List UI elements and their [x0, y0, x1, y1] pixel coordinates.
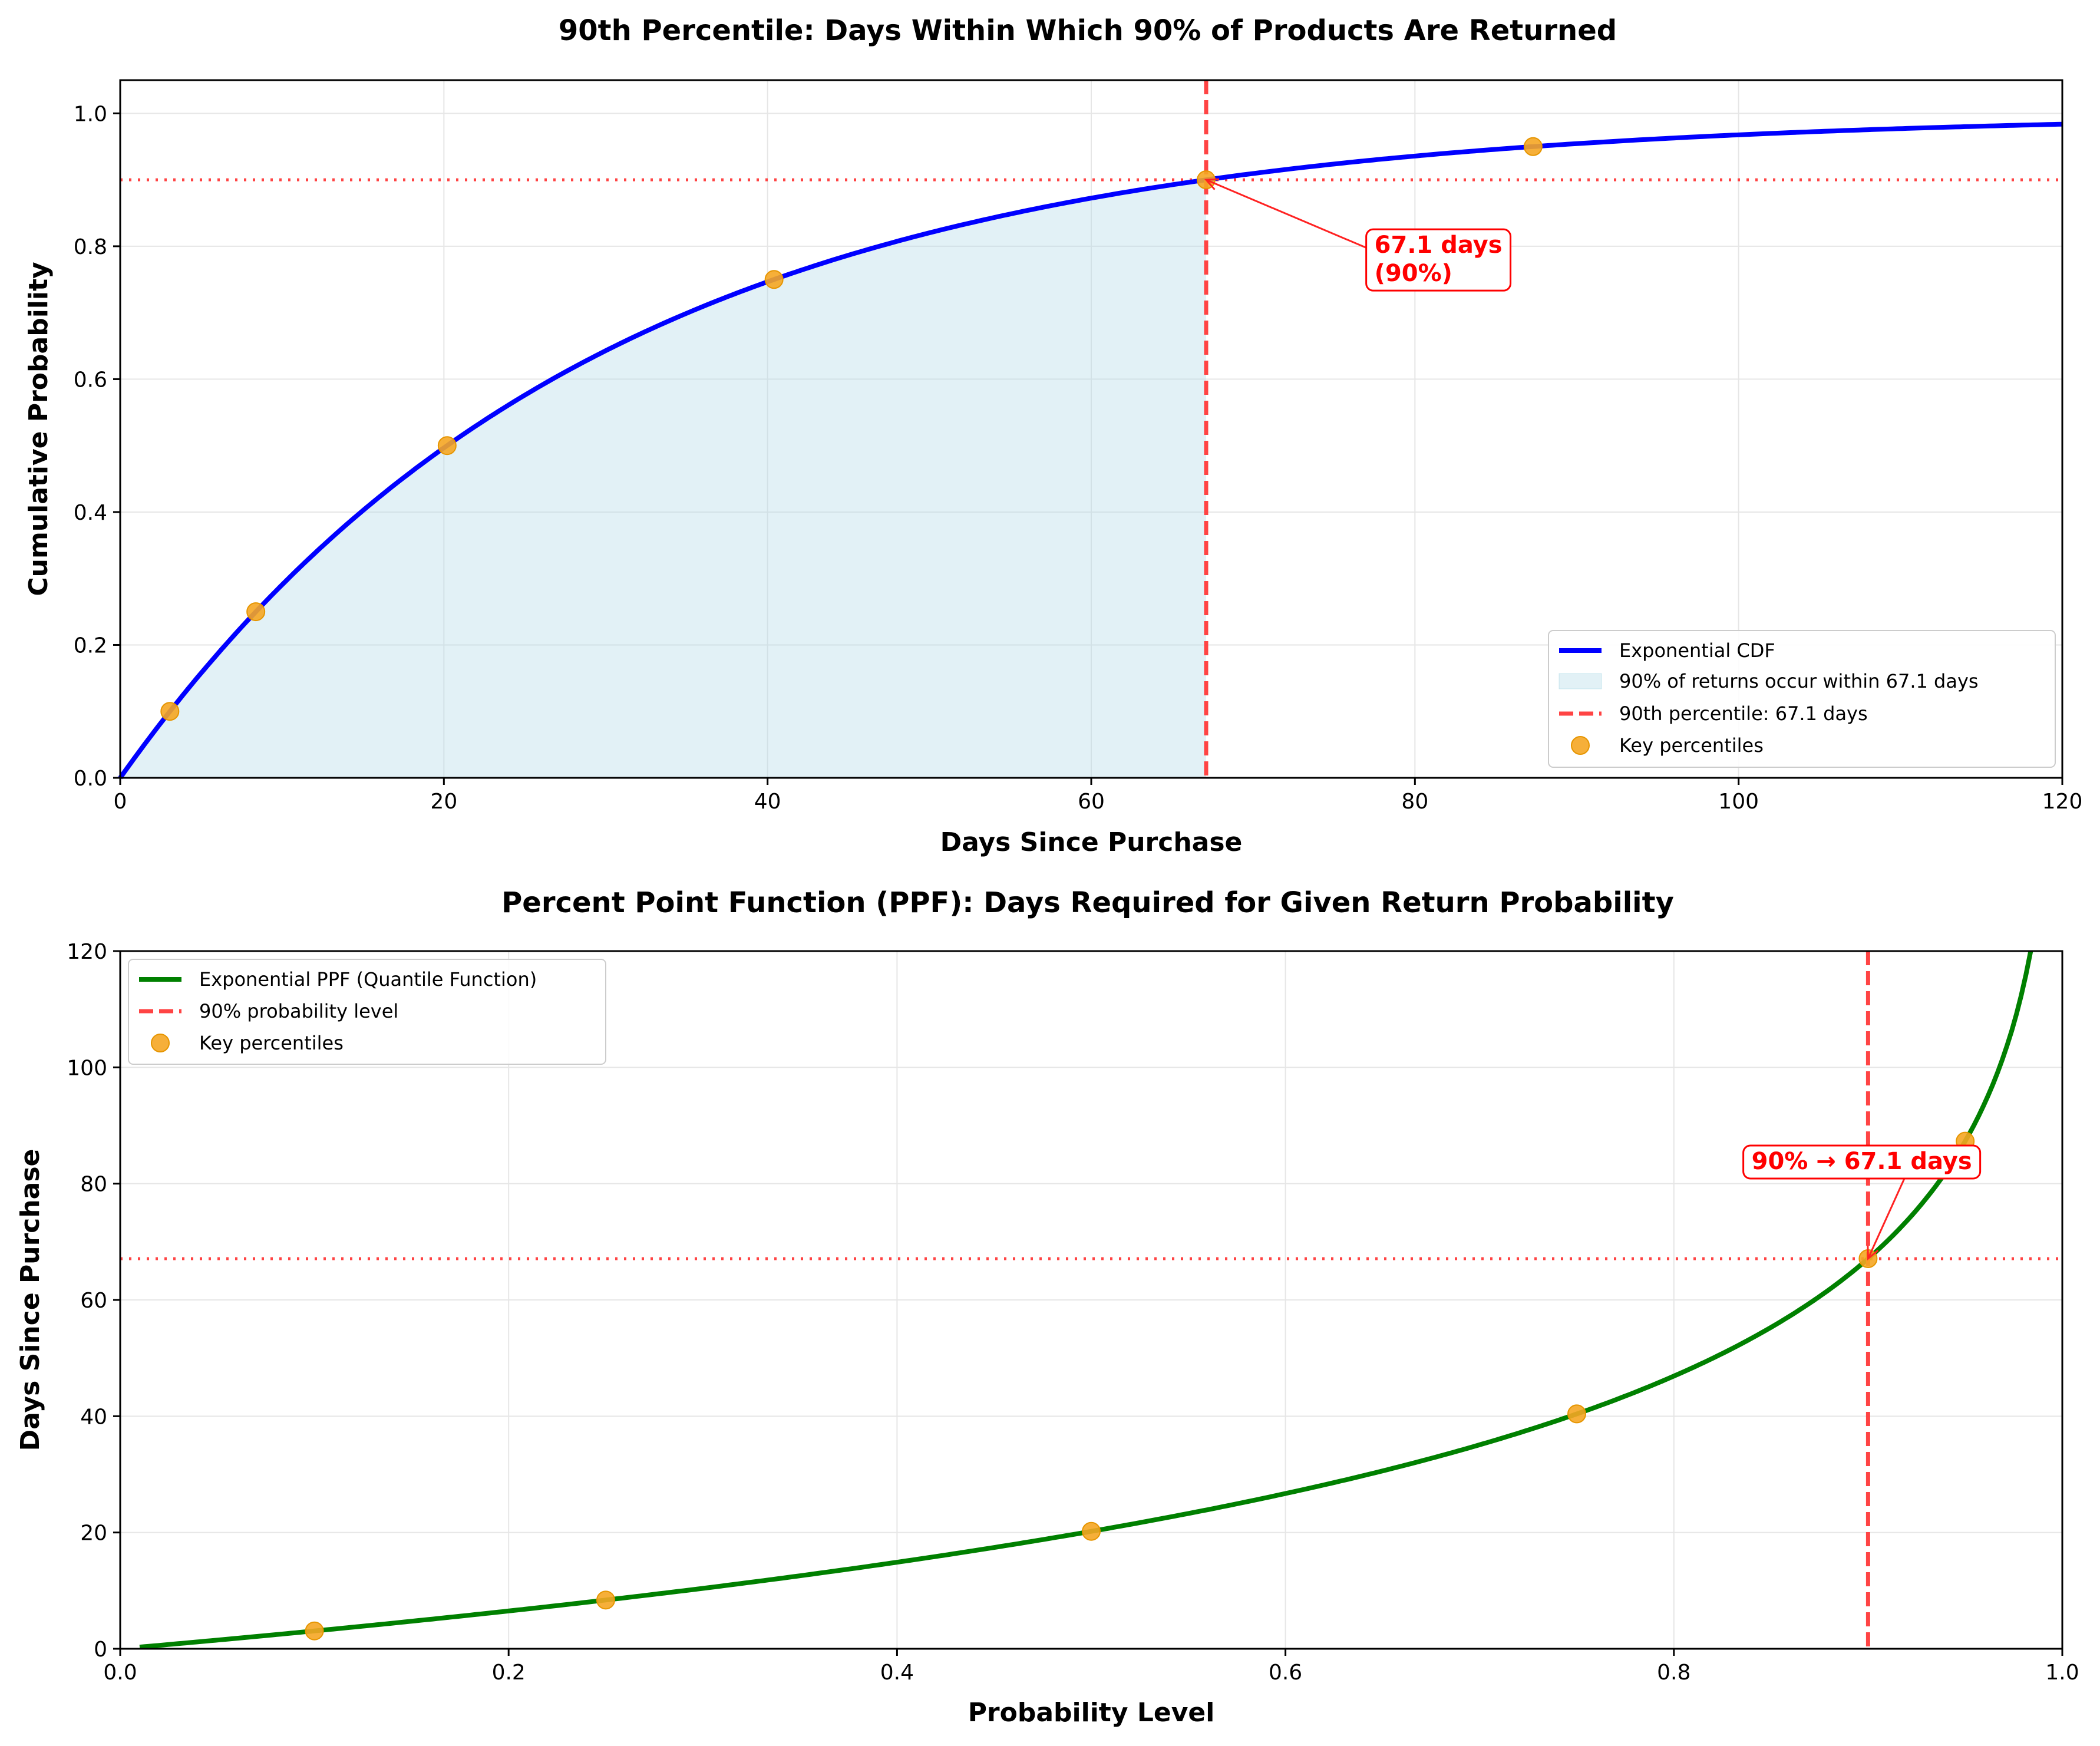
cdf-legend-swatch-points — [1571, 736, 1590, 755]
cdf-annotation-box — [1365, 228, 1512, 292]
cdf-key-percentile-points — [160, 137, 1543, 721]
cdf-key-percentile-point — [1523, 137, 1543, 156]
cdf-x-tick-label: 100 — [1718, 790, 1759, 814]
ppf-key-percentile-point — [305, 1621, 324, 1641]
ppf-y-tick-label: 100 — [67, 1056, 107, 1080]
ppf-legend-swatch-points — [151, 1034, 170, 1052]
ppf-key-percentile-point — [1567, 1404, 1586, 1424]
ppf-legend: Exponential PPF (Quantile Function) 90% … — [128, 959, 606, 1065]
cdf-x-tick-label: 120 — [2042, 790, 2083, 814]
ppf-x-tick-label: 0.0 — [103, 1661, 137, 1685]
cdf-chart: 90th Percentile: Days Within Which 90% o… — [24, 14, 2082, 857]
cdf-legend-label-region: 90% of returns occur within 67.1 days — [1619, 670, 1979, 692]
ppf-x-tick-label: 0.2 — [492, 1661, 526, 1685]
cdf-annotation-line-2: (90%) — [1375, 260, 1452, 287]
ppf-x-tick-label: 1.0 — [2045, 1661, 2079, 1685]
cdf-legend-label-curve: Exponential CDF — [1619, 639, 1775, 662]
cdf-y-tick-label: 0.2 — [74, 633, 107, 658]
ppf-annotation-arrow — [1867, 1178, 1906, 1259]
cdf-annotation-line-1: 67.1 days — [1375, 232, 1503, 259]
ppf-x-tick-label: 0.8 — [1657, 1661, 1690, 1685]
ppf-x-axis: 0.0 0.2 0.4 0.6 0.8 1.0 — [103, 1649, 2079, 1685]
ppf-key-percentile-point — [1082, 1521, 1101, 1541]
cdf-x-tick-label: 60 — [1078, 790, 1105, 814]
ppf-key-percentile-point — [596, 1590, 615, 1610]
cdf-legend-label-points: Key percentiles — [1619, 734, 1764, 757]
cdf-x-axis-label: Days Since Purchase — [940, 827, 1243, 857]
cdf-legend-frame — [1548, 630, 2056, 768]
cdf-y-tick-label: 1.0 — [74, 102, 107, 126]
cdf-legend: Exponential CDF 90% of returns occur wit… — [1548, 630, 2056, 768]
cdf-y-tick-label: 0.4 — [74, 501, 107, 525]
cdf-key-percentile-point — [764, 270, 784, 289]
ppf-x-axis-label: Probability Level — [968, 1698, 1215, 1728]
cdf-legend-swatch-region — [1559, 673, 1602, 689]
ppf-x-tick-label: 0.6 — [1269, 1661, 1302, 1685]
ppf-annotation-box — [1742, 1144, 1982, 1180]
cdf-x-tick-label: 20 — [430, 790, 457, 814]
ppf-legend-frame — [128, 959, 606, 1065]
ppf-chart-title: Percent Point Function (PPF): Days Requi… — [501, 886, 1674, 919]
ppf-legend-label-points: Key percentiles — [199, 1032, 344, 1054]
ppf-x-tick-label: 0.4 — [880, 1661, 914, 1685]
cdf-y-axis-label: Cumulative Probability — [24, 262, 54, 596]
ppf-y-tick-label: 0 — [94, 1638, 107, 1662]
cdf-x-tick-label: 80 — [1401, 790, 1428, 814]
cdf-y-axis: 0.0 0.2 0.4 0.6 0.8 1.0 — [74, 102, 120, 791]
cdf-y-tick-label: 0.8 — [74, 235, 107, 259]
ppf-annotation-text: 90% → 67.1 days — [1752, 1148, 1972, 1175]
cdf-key-percentile-point — [160, 702, 180, 721]
ppf-y-axis: 0 20 40 60 80 100 120 — [67, 940, 120, 1662]
cdf-y-tick-label: 0.0 — [74, 767, 107, 791]
ppf-legend-label-curve: Exponential PPF (Quantile Function) — [199, 968, 537, 991]
cdf-x-axis: 0 20 40 60 80 100 120 — [114, 778, 2083, 814]
ppf-y-tick-label: 80 — [80, 1173, 107, 1197]
ppf-y-tick-label: 60 — [80, 1289, 107, 1313]
ppf-y-axis-label: Days Since Purchase — [15, 1149, 45, 1451]
ppf-y-tick-label: 20 — [80, 1521, 107, 1546]
cdf-x-tick-label: 40 — [754, 790, 781, 814]
cdf-key-percentile-point — [246, 602, 266, 622]
ppf-y-tick-label: 40 — [80, 1405, 107, 1429]
ppf-legend-label-vline: 90% probability level — [199, 1000, 398, 1022]
ppf-y-tick-label: 120 — [67, 940, 107, 964]
cdf-shaded-region — [120, 180, 1206, 778]
cdf-key-percentile-point — [437, 436, 457, 456]
cdf-y-tick-label: 0.6 — [74, 368, 107, 392]
ppf-annotation-arrowhead — [1867, 1245, 1879, 1261]
ppf-chart: Percent Point Function (PPF): Days Requi… — [15, 886, 2079, 1728]
cdf-x-tick-label: 0 — [114, 790, 127, 814]
cdf-legend-label-vline: 90th percentile: 67.1 days — [1619, 702, 1868, 725]
cdf-chart-title: 90th Percentile: Days Within Which 90% o… — [559, 14, 1617, 47]
cdf-annotation-arrow — [1206, 179, 1367, 249]
cdf-annotation-arrowhead — [1204, 178, 1220, 190]
